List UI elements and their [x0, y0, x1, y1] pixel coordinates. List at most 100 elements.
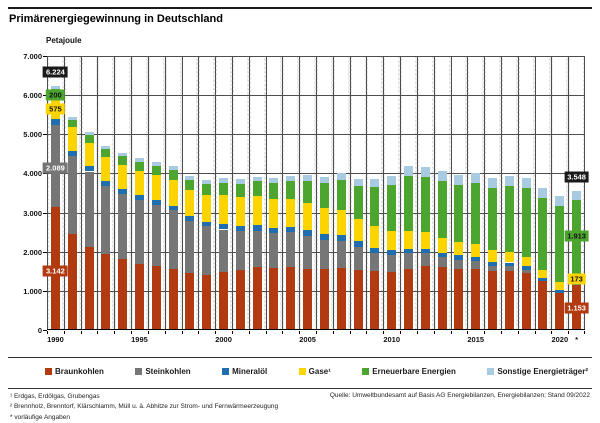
horizontal-gridline	[47, 290, 585, 292]
legend-label: Braunkohlen	[55, 367, 104, 376]
bar-segment-2004-braunkohlen	[286, 267, 296, 330]
bar-segment-2011-gase	[403, 231, 413, 249]
vertical-gridline	[568, 56, 570, 330]
bar-segment-1991-gase	[67, 127, 77, 151]
bar-segment-2012-gase	[420, 232, 430, 249]
bar-segment-2011-steinkohlen	[403, 252, 413, 270]
bar-segment-2002-steinkohlen	[252, 230, 262, 268]
bar-segment-2015-mineral-l	[471, 256, 481, 262]
legend-swatch	[298, 368, 306, 375]
bar-segment-2016-steinkohlen	[488, 266, 498, 272]
bar-segment-2012-sonstige-energietr-ger	[420, 166, 430, 177]
bar-segment-2001-sonstige-energietr-ger	[235, 179, 245, 184]
vertical-gridline	[47, 56, 48, 330]
bar-segment-2019-erneuerbare-energien	[538, 197, 548, 270]
bar-segment-2005-erneuerbare-energien	[303, 181, 313, 203]
bar-segment-2006-mineral-l	[319, 234, 329, 241]
bar-segment-2003-sonstige-energietr-ger	[269, 178, 279, 184]
bar-segment-1999-gase	[202, 194, 212, 222]
bar-segment-2008-erneuerbare-energien	[353, 186, 363, 219]
bar-segment-2003-braunkohlen	[269, 268, 279, 330]
bar-segment-1994-braunkohlen	[118, 258, 128, 330]
source-note: Quelle: Umweltbundesamt auf Basis AG Ene…	[329, 392, 590, 399]
vertical-gridline	[433, 56, 435, 330]
vertical-gridline	[366, 56, 368, 330]
bar-segment-2014-erneuerbare-energien	[454, 184, 464, 242]
legend-label: Erneuerbare Energien	[372, 367, 456, 376]
bar-segment-2012-mineral-l	[420, 248, 430, 253]
vertical-gridline	[63, 56, 65, 330]
bar-segment-1995-braunkohlen	[134, 263, 144, 330]
bar-segment-1994-mineral-l	[118, 188, 128, 195]
bar-segment-2010-erneuerbare-energien	[387, 184, 397, 232]
x-axis-tick	[80, 331, 82, 334]
legend-swatch	[487, 368, 495, 375]
bar-segment-2007-sonstige-energietr-ger	[336, 172, 346, 180]
vertical-gridline	[450, 56, 452, 330]
bar-segment-2007-braunkohlen	[336, 268, 346, 330]
x-axis-tick	[349, 331, 351, 334]
bar-segment-2006-braunkohlen	[319, 269, 329, 330]
x-axis-tick	[416, 331, 418, 334]
vertical-gridline	[383, 56, 385, 330]
bar-segment-2004-sonstige-energietr-ger	[286, 175, 296, 182]
x-axis-tick	[517, 331, 519, 334]
bar-segment-2008-mineral-l	[353, 241, 363, 248]
bar-segment-2001-braunkohlen	[235, 269, 245, 330]
legend-item-mineral-l: Mineralöl	[222, 367, 267, 376]
bar-segment-1998-gase	[185, 190, 195, 217]
horizontal-gridline	[47, 95, 585, 97]
bar-segment-1992-steinkohlen	[84, 171, 94, 247]
footnote-1: ¹ Erdgas, Erdölgas, Grubengas	[10, 393, 100, 400]
bar-segment-1998-braunkohlen	[185, 272, 195, 330]
bar-segment-2013-steinkohlen	[437, 257, 447, 267]
y-axis-tick	[43, 173, 47, 175]
y-axis-tick-label: 7.000	[23, 52, 42, 61]
bar-segment-1999-sonstige-energietr-ger	[202, 179, 212, 184]
bar-segment-2015-sonstige-energietr-ger	[471, 173, 481, 183]
value-label-1990: 200	[46, 89, 65, 101]
value-label-2021: 3.548	[564, 171, 589, 183]
bar-segment-1992-mineral-l	[84, 166, 94, 172]
legend-swatch	[222, 368, 230, 375]
x-axis-label: 2005	[299, 335, 316, 344]
bar-segment-2010-sonstige-energietr-ger	[387, 175, 397, 185]
value-label-1990: 575	[46, 103, 65, 115]
y-axis-tick-label: 1.000	[23, 286, 42, 296]
bar-segment-2004-gase	[286, 198, 296, 227]
bar-segment-1991-erneuerbare-energien	[67, 119, 77, 128]
horizontal-gridline	[47, 56, 585, 57]
bar-segment-1996-gase	[151, 174, 161, 201]
legend-swatch	[135, 368, 143, 375]
bar-segment-1991-braunkohlen	[67, 233, 77, 330]
bar-segment-2000-steinkohlen	[219, 229, 229, 273]
bar-segment-2007-mineral-l	[336, 235, 346, 241]
legend-item-steinkohlen: Steinkohlen	[135, 367, 191, 376]
bar-segment-1997-steinkohlen	[168, 210, 178, 270]
bar-segment-2006-erneuerbare-energien	[319, 182, 329, 208]
bar-segment-2019-sonstige-energietr-ger	[538, 187, 548, 198]
vertical-gridline	[114, 56, 116, 330]
bar-segment-2015-gase	[471, 244, 481, 257]
bar-segment-2018-braunkohlen	[521, 272, 531, 330]
vertical-gridline	[349, 56, 351, 330]
bar-segment-1992-braunkohlen	[84, 246, 94, 330]
vertical-gridline	[198, 56, 200, 330]
bar-segment-2000-gase	[219, 195, 229, 225]
bar-segment-2015-steinkohlen	[471, 261, 481, 269]
bar-segment-1995-erneuerbare-energien	[134, 161, 144, 171]
x-axis-tick	[131, 331, 133, 334]
x-axis-tick	[400, 331, 402, 334]
bar-segment-1994-erneuerbare-energien	[118, 156, 128, 165]
x-axis-tick	[534, 331, 536, 334]
bar-segment-1996-erneuerbare-energien	[151, 165, 161, 175]
x-axis-tick	[97, 331, 99, 334]
vertical-gridline	[484, 56, 486, 330]
bar-segment-1993-steinkohlen	[101, 186, 111, 254]
vertical-gridline	[80, 56, 82, 330]
vertical-gridline	[299, 56, 301, 330]
bar-segment-1996-mineral-l	[151, 200, 161, 205]
bar-segment-2019-mineral-l	[538, 277, 548, 282]
bar-segment-2007-steinkohlen	[336, 241, 346, 268]
x-axis-tick	[198, 331, 200, 334]
